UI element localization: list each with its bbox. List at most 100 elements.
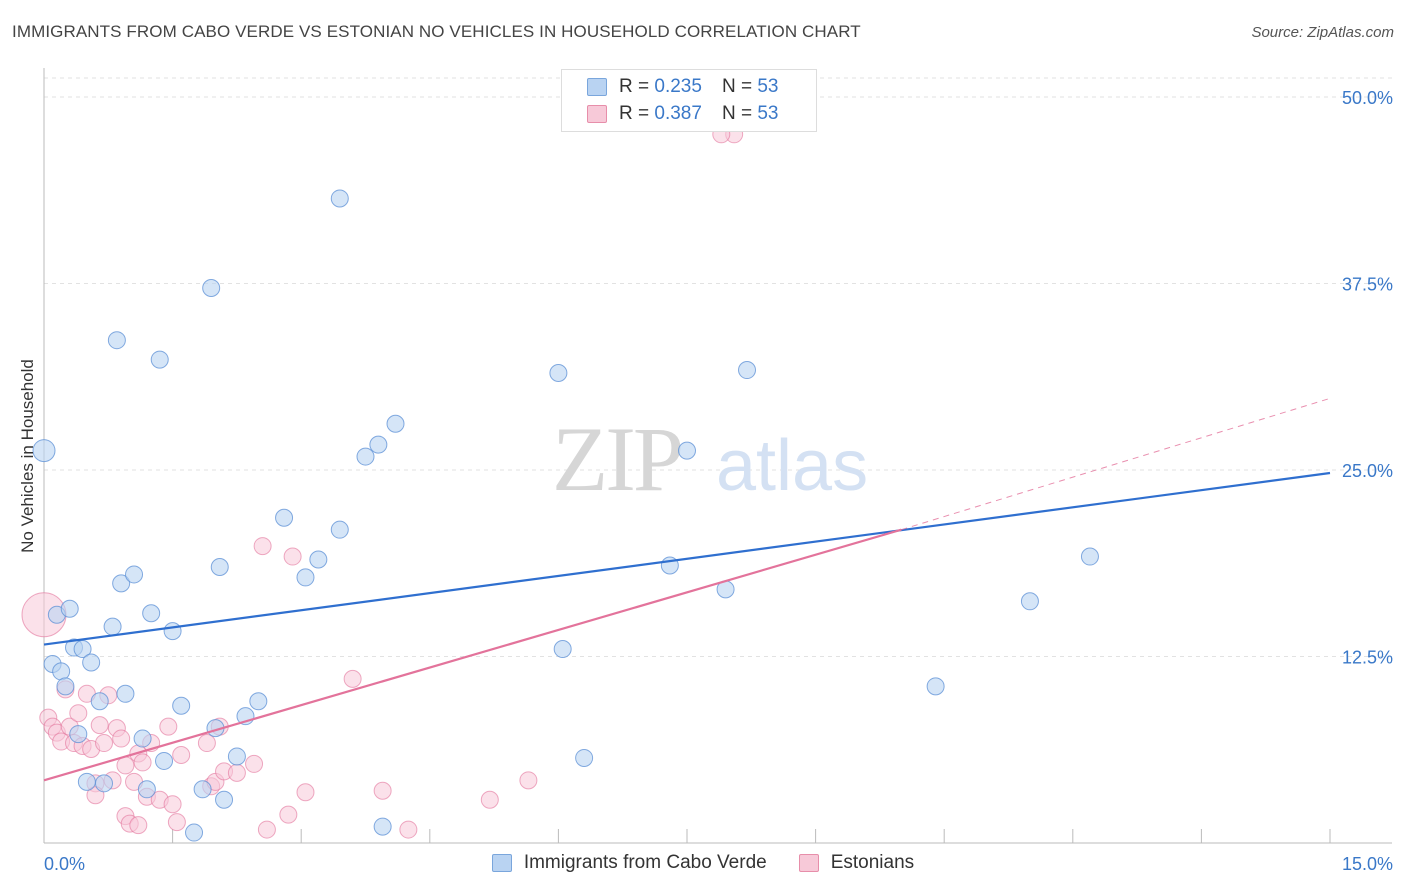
data-point-cabo-verde [103, 617, 122, 636]
data-point-estonians [257, 820, 276, 839]
data-point-cabo-verde [678, 441, 696, 460]
data-point-cabo-verde [32, 439, 56, 463]
legend-label-cabo-verde: Immigrants from Cabo Verde [523, 852, 767, 873]
data-point-estonians [159, 717, 178, 736]
data-point-cabo-verde [172, 696, 191, 715]
legend-n-value: 53 [757, 76, 779, 97]
trendline-estonians [43, 528, 902, 782]
data-point-cabo-verde [386, 414, 405, 433]
data-point-estonians [95, 734, 114, 753]
tick-labels: 12.5% 25.0% 37.5% 50.0% 0.0% 15.0% [44, 88, 1393, 874]
data-point-estonians [116, 756, 135, 775]
data-point-cabo-verde [107, 331, 126, 350]
data-point-estonians [163, 795, 182, 814]
legend-r-label: R = [619, 103, 650, 124]
legend-swatch-blue [587, 78, 607, 96]
data-point-cabo-verde [60, 599, 79, 618]
data-point-cabo-verde [369, 435, 388, 454]
data-point-cabo-verde [163, 622, 182, 641]
legend-swatch-pink [798, 854, 819, 872]
legend-row-cabo-verde: R = 0.235 N = 53 [587, 75, 778, 99]
y-tick-label: 25.0% [1342, 461, 1393, 481]
data-point-estonians [69, 704, 88, 723]
data-point-estonians [399, 820, 418, 839]
legend-row-estonians: R = 0.387 N = 53 [587, 102, 778, 126]
legend-n-label: N = [721, 76, 753, 97]
data-point-cabo-verde [133, 729, 152, 748]
y-tick-label: 50.0% [1342, 88, 1393, 108]
trendline-estonians-extension [901, 397, 1331, 531]
x-tick-label: 15.0% [1342, 854, 1393, 874]
y-tick-label: 37.5% [1342, 275, 1393, 295]
y-axis-label: No Vehicles in Household [18, 359, 37, 553]
data-point-cabo-verde [125, 565, 144, 584]
legend-label-estonians: Estonians [830, 852, 915, 873]
gridlines [44, 77, 1392, 657]
legend-swatch-blue [491, 854, 512, 872]
data-point-cabo-verde [330, 189, 349, 208]
data-point-cabo-verde [1020, 592, 1039, 611]
data-point-cabo-verde [275, 508, 294, 527]
data-point-cabo-verde [356, 447, 375, 466]
data-point-cabo-verde [227, 747, 246, 766]
y-tick-label: 12.5% [1342, 648, 1393, 668]
data-point-cabo-verde [202, 278, 221, 297]
legend-item-cabo-verde[interactable]: Immigrants from Cabo Verde [491, 852, 767, 874]
data-point-estonians [133, 753, 152, 772]
data-point-cabo-verde [185, 823, 204, 842]
data-point-estonians [172, 745, 191, 764]
data-point-estonians [279, 805, 298, 824]
data-point-estonians [197, 734, 216, 753]
data-point-cabo-verde [90, 692, 109, 711]
watermark-zip: ZIP [552, 408, 681, 510]
legend-n-value: 53 [757, 103, 779, 124]
data-point-cabo-verde [549, 364, 568, 383]
data-point-cabo-verde [210, 557, 229, 576]
chart-source: Source: ZipAtlas.com [1251, 24, 1394, 41]
data-point-estonians [245, 754, 264, 773]
data-point-cabo-verde [330, 520, 349, 539]
data-point-cabo-verde [1080, 547, 1099, 566]
data-point-estonians [343, 669, 362, 688]
data-point-estonians [90, 716, 109, 735]
data-point-cabo-verde [553, 640, 572, 659]
data-point-estonians [519, 771, 538, 790]
data-point-estonians [129, 816, 148, 835]
chart-title: IMMIGRANTS FROM CABO VERDE VS ESTONIAN N… [12, 22, 861, 41]
data-point-cabo-verde [116, 684, 135, 703]
data-point-cabo-verde [77, 772, 96, 791]
data-point-cabo-verde [82, 653, 101, 672]
legend-item-estonians[interactable]: Estonians [798, 852, 915, 874]
series-cabo-verde [32, 189, 1099, 842]
x-tick-label: 0.0% [44, 854, 85, 874]
watermark: ZIP atlas [552, 408, 868, 510]
data-point-cabo-verde [373, 817, 392, 836]
data-point-cabo-verde [296, 568, 315, 587]
data-point-cabo-verde [193, 780, 212, 799]
watermark-atlas: atlas [716, 426, 868, 506]
data-point-cabo-verde [73, 640, 92, 659]
data-point-cabo-verde [137, 780, 156, 799]
series-legend: Immigrants from Cabo Verde Estonians [0, 852, 1406, 874]
data-point-cabo-verde [150, 350, 169, 369]
data-point-cabo-verde [309, 550, 328, 569]
data-point-estonians [112, 729, 131, 748]
data-point-estonians [296, 783, 315, 802]
data-point-cabo-verde [155, 751, 174, 770]
data-point-cabo-verde [926, 677, 945, 696]
data-point-cabo-verde [215, 790, 234, 809]
data-point-estonians [283, 547, 302, 566]
data-point-cabo-verde [95, 774, 114, 793]
legend-swatch-pink [587, 105, 607, 123]
data-point-cabo-verde [56, 677, 75, 696]
trendline-cabo-verde [43, 471, 1331, 646]
data-point-estonians [167, 813, 186, 832]
data-point-cabo-verde [575, 748, 594, 767]
data-point-cabo-verde [52, 662, 71, 681]
data-point-cabo-verde [249, 692, 268, 711]
data-point-cabo-verde [738, 361, 757, 380]
data-point-cabo-verde [142, 604, 161, 623]
data-point-cabo-verde [69, 725, 88, 744]
trend-lines [43, 397, 1331, 782]
